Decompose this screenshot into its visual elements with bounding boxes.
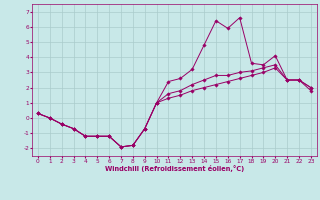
X-axis label: Windchill (Refroidissement éolien,°C): Windchill (Refroidissement éolien,°C)	[105, 165, 244, 172]
